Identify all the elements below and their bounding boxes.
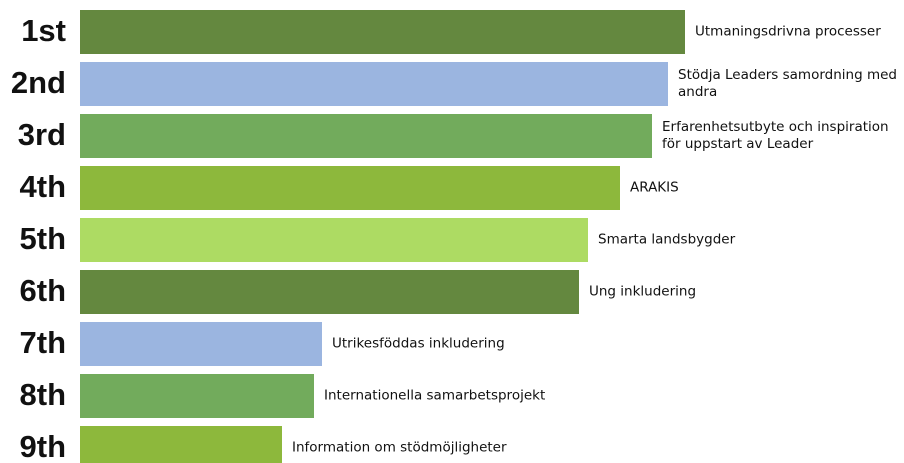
- bar-label: Stödja Leaders samordning med andra: [678, 67, 897, 100]
- bar: [80, 10, 685, 54]
- bar-label: Utrikesföddas inkludering: [332, 335, 505, 352]
- bar-label: ARAKIS: [630, 179, 679, 196]
- rank-label: 5th: [20, 221, 67, 256]
- rank-label: 7th: [20, 325, 67, 360]
- bar-label: Ung inkludering: [589, 283, 697, 300]
- bar: [80, 322, 322, 366]
- bar: [80, 270, 579, 314]
- rank-label: 1st: [21, 13, 66, 48]
- rank-label: 9th: [20, 429, 67, 463]
- bar: [80, 62, 668, 106]
- rank-label: 8th: [20, 377, 67, 412]
- bar: [80, 114, 652, 158]
- bar-label: Information om stödmöjligheter: [292, 439, 507, 456]
- rank-label: 3rd: [18, 117, 66, 152]
- bar-label: Utmaningsdrivna processer: [695, 23, 881, 40]
- bar-label: Smarta landsbygder: [598, 231, 736, 248]
- bar-label: Erfarenhetsutbyte och inspiration för up…: [662, 119, 889, 152]
- rank-label: 4th: [20, 169, 67, 204]
- bar: [80, 166, 620, 210]
- bar: [80, 374, 314, 418]
- bar: [80, 218, 588, 262]
- bar-label: Internationella samarbetsprojekt: [324, 387, 546, 404]
- rank-label: 6th: [20, 273, 67, 308]
- bar: [80, 426, 282, 463]
- rank-label: 2nd: [11, 65, 66, 100]
